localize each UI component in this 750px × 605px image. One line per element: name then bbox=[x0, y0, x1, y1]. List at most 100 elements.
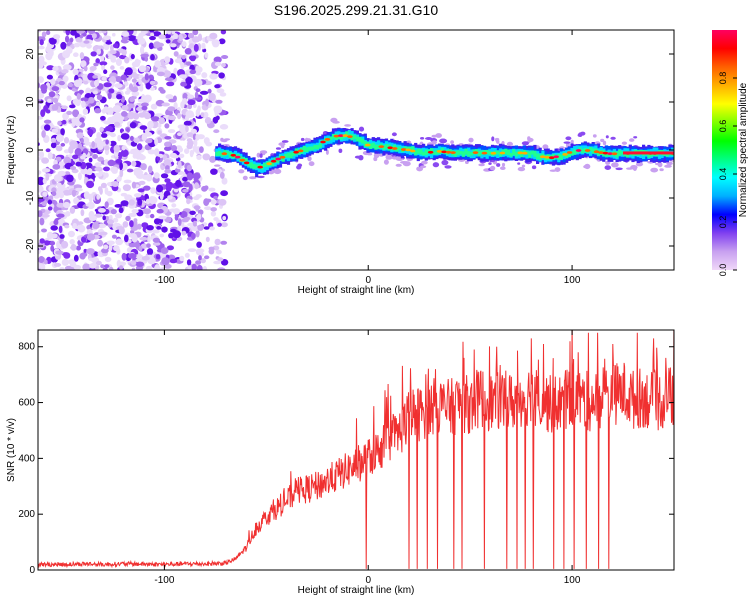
track-halo-blob bbox=[434, 134, 442, 138]
noise-blob bbox=[111, 234, 117, 239]
noise-blob bbox=[103, 69, 108, 74]
noise-blob bbox=[159, 89, 166, 94]
noise-blob bbox=[200, 112, 205, 118]
noise-blob bbox=[158, 215, 167, 220]
noise-blob bbox=[63, 156, 72, 165]
noise-blob bbox=[103, 264, 110, 269]
track-halo-blob bbox=[615, 167, 623, 171]
track-halo-blob bbox=[256, 175, 265, 179]
noise-blob bbox=[59, 234, 65, 239]
track-band-3 bbox=[504, 148, 508, 155]
noise-blob bbox=[210, 207, 217, 212]
track-halo-blob bbox=[420, 137, 425, 140]
noise-blob bbox=[218, 168, 223, 174]
noise-blob bbox=[38, 151, 45, 159]
track-band-3 bbox=[281, 156, 285, 162]
noise-blob bbox=[170, 228, 177, 233]
noise-blob bbox=[85, 170, 92, 175]
track-core bbox=[320, 140, 326, 144]
track-band-3 bbox=[225, 151, 230, 155]
track-band-3 bbox=[363, 141, 367, 148]
noise-blob bbox=[60, 142, 66, 147]
noise-blob bbox=[67, 82, 73, 88]
y-tick-label: -20 bbox=[25, 238, 36, 253]
noise-blob bbox=[203, 198, 210, 207]
noise-blob bbox=[209, 226, 216, 231]
noise-blob bbox=[177, 132, 182, 137]
track-band-3 bbox=[252, 163, 256, 169]
noise-blob bbox=[103, 166, 110, 172]
noise-blob bbox=[179, 153, 185, 159]
noise-blob bbox=[180, 211, 188, 219]
noise-blob bbox=[41, 214, 50, 218]
track-halo-blob bbox=[358, 126, 365, 132]
noise-blob bbox=[186, 198, 191, 205]
noise-blob bbox=[48, 91, 56, 98]
noise-blob bbox=[79, 52, 85, 60]
noise-blob bbox=[150, 54, 155, 61]
noise-blob bbox=[50, 137, 57, 143]
noise-blob bbox=[88, 195, 93, 203]
noise-blob bbox=[60, 105, 68, 110]
track-band-3 bbox=[520, 151, 524, 158]
noise-blob bbox=[136, 223, 142, 230]
noise-blob bbox=[156, 184, 164, 193]
track-core bbox=[338, 134, 344, 138]
noise-blob bbox=[62, 64, 72, 71]
noise-blob bbox=[190, 56, 196, 62]
noise-blob bbox=[188, 183, 193, 192]
track-halo-blob bbox=[281, 140, 289, 143]
noise-blob bbox=[166, 30, 172, 35]
noise-blob bbox=[221, 63, 226, 68]
track-band-3 bbox=[424, 149, 428, 156]
noise-blob bbox=[186, 138, 193, 143]
noise-blob bbox=[79, 34, 84, 39]
noise-blob bbox=[192, 145, 198, 152]
track-halo-blob bbox=[565, 136, 572, 141]
noise-blob bbox=[74, 187, 83, 192]
noise-blob bbox=[127, 111, 135, 120]
signal-track bbox=[213, 117, 674, 181]
noise-blob bbox=[213, 217, 219, 222]
noise-blob bbox=[133, 220, 138, 228]
track-core bbox=[230, 153, 237, 157]
track-halo-blob bbox=[275, 147, 282, 150]
noise-blob bbox=[104, 172, 109, 178]
track-halo-blob bbox=[570, 139, 574, 144]
noise-blob bbox=[182, 181, 191, 188]
noise-blob bbox=[164, 146, 172, 151]
track-band-3 bbox=[589, 147, 593, 152]
noise-blob bbox=[199, 146, 204, 154]
track-halo-blob bbox=[367, 152, 373, 156]
noise-blob bbox=[50, 142, 57, 149]
noise-blob bbox=[103, 106, 109, 113]
track-band-3 bbox=[488, 151, 492, 155]
noise-blob bbox=[187, 265, 192, 270]
noise-blob bbox=[121, 105, 129, 111]
noise-blob bbox=[96, 194, 101, 200]
track-band-3 bbox=[411, 146, 415, 153]
track-band-3 bbox=[485, 149, 489, 155]
track-core bbox=[427, 150, 434, 154]
noise-blob bbox=[161, 226, 168, 233]
noise-blob bbox=[87, 30, 96, 35]
noise-blob bbox=[186, 164, 193, 172]
noise-blob bbox=[108, 55, 117, 60]
noise-blob bbox=[155, 254, 161, 260]
noise-blob bbox=[92, 222, 100, 229]
track-halo-blob bbox=[238, 169, 245, 174]
track-halo-blob bbox=[580, 131, 586, 136]
noise-blob bbox=[73, 52, 79, 57]
noise-blob bbox=[68, 230, 75, 238]
noise-blob bbox=[208, 93, 216, 101]
track-band-3 bbox=[469, 152, 473, 156]
noise-blob bbox=[177, 160, 182, 169]
noise-blob bbox=[108, 77, 114, 82]
noise-blob bbox=[141, 105, 148, 111]
noise-blob bbox=[55, 250, 64, 255]
snr-panel: -100 0 100 0 200 400 600 800 Height of straigh… bbox=[6, 329, 675, 596]
noise-blob bbox=[65, 35, 70, 43]
track-band-3 bbox=[329, 136, 333, 141]
y-tick-label: 800 bbox=[18, 342, 35, 353]
